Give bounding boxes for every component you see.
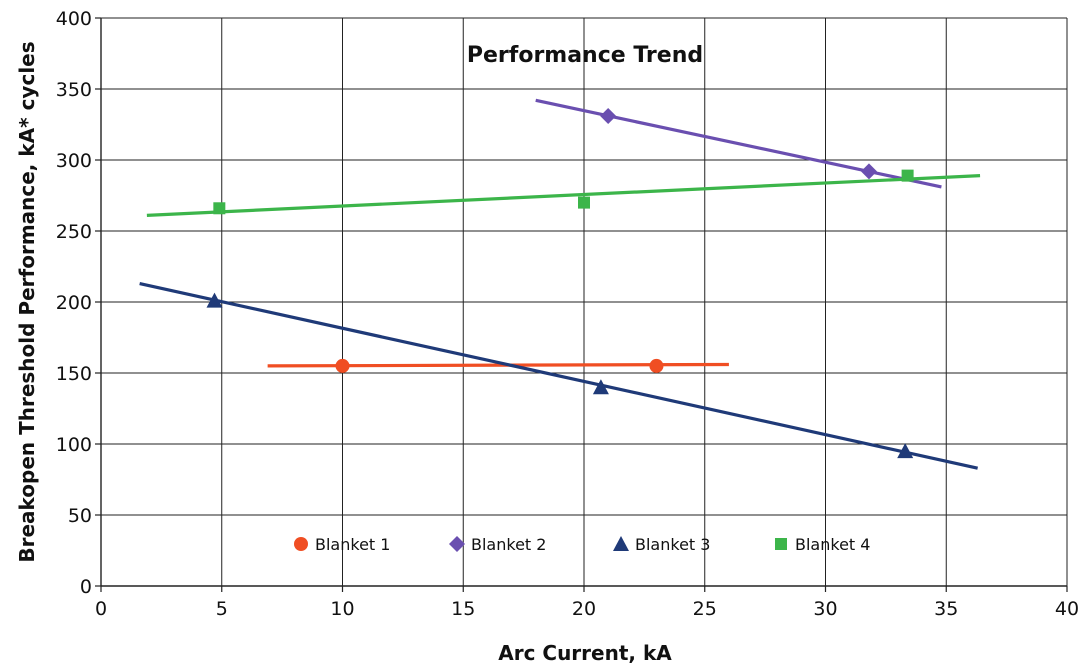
y-tick-label: 200 [56,292,92,314]
x-tick-label: 15 [451,598,475,620]
y-tick-label: 350 [56,79,92,101]
x-tick-label: 5 [216,598,228,620]
chart-title: Performance Trend [467,43,703,68]
legend-item-2: Blanket 2 [449,535,546,554]
x-tick-label: 25 [693,598,717,620]
series-1-point [335,358,350,373]
y-tick-label: 0 [80,576,92,598]
legend-label-3: Blanket 3 [635,535,710,554]
series-3-trendline [139,281,978,470]
series-2-point [860,163,877,180]
series-3-point [897,443,914,459]
legend-label-4: Blanket 4 [795,535,870,554]
gridlines [101,17,1068,586]
x-tick-label: 40 [1055,598,1079,620]
series-3-point [592,379,609,395]
x-tick-label: 30 [813,598,837,620]
y-tick-label: 50 [68,505,92,527]
legend-marker-3 [613,536,629,551]
series-3-point [206,292,223,308]
y-tick-label: 150 [56,363,92,385]
y-tick-label: 300 [56,150,92,172]
series-1 [267,358,729,373]
legend-marker-2 [449,536,465,552]
series-4-trendline [146,174,981,217]
legend-marker-1 [294,537,308,551]
series-4-point [578,196,590,209]
series-4-point [213,202,226,215]
legend-item-4: Blanket 4 [775,535,870,554]
x-axis-title: Arc Current, kA [498,641,672,664]
x-tick-label: 20 [572,598,596,620]
x-tick-label: 0 [95,598,107,620]
x-tick-label: 10 [330,598,354,620]
x-tick-label: 35 [934,598,958,620]
series-1-point [649,358,664,373]
legend-item-3: Blanket 3 [613,535,710,554]
legend: Blanket 1 Blanket 2 Blanket 3 Blanket 4 [294,535,870,554]
y-axis-title: Breakopen Threshold Performance, kA* cyc… [15,41,39,562]
y-tick-label: 250 [56,221,92,243]
axes [95,17,1068,592]
series-4 [146,169,981,217]
series-2-point [600,107,617,124]
series-3 [139,281,978,470]
y-tick-label: 400 [56,8,92,30]
legend-label-2: Blanket 2 [471,535,546,554]
series-layer [139,98,981,470]
legend-label-1: Blanket 1 [315,535,390,554]
legend-marker-4 [775,538,787,550]
y-tick-label: 100 [56,434,92,456]
series-4-point [901,169,914,182]
series-2 [535,98,942,189]
legend-item-1: Blanket 1 [294,535,390,554]
